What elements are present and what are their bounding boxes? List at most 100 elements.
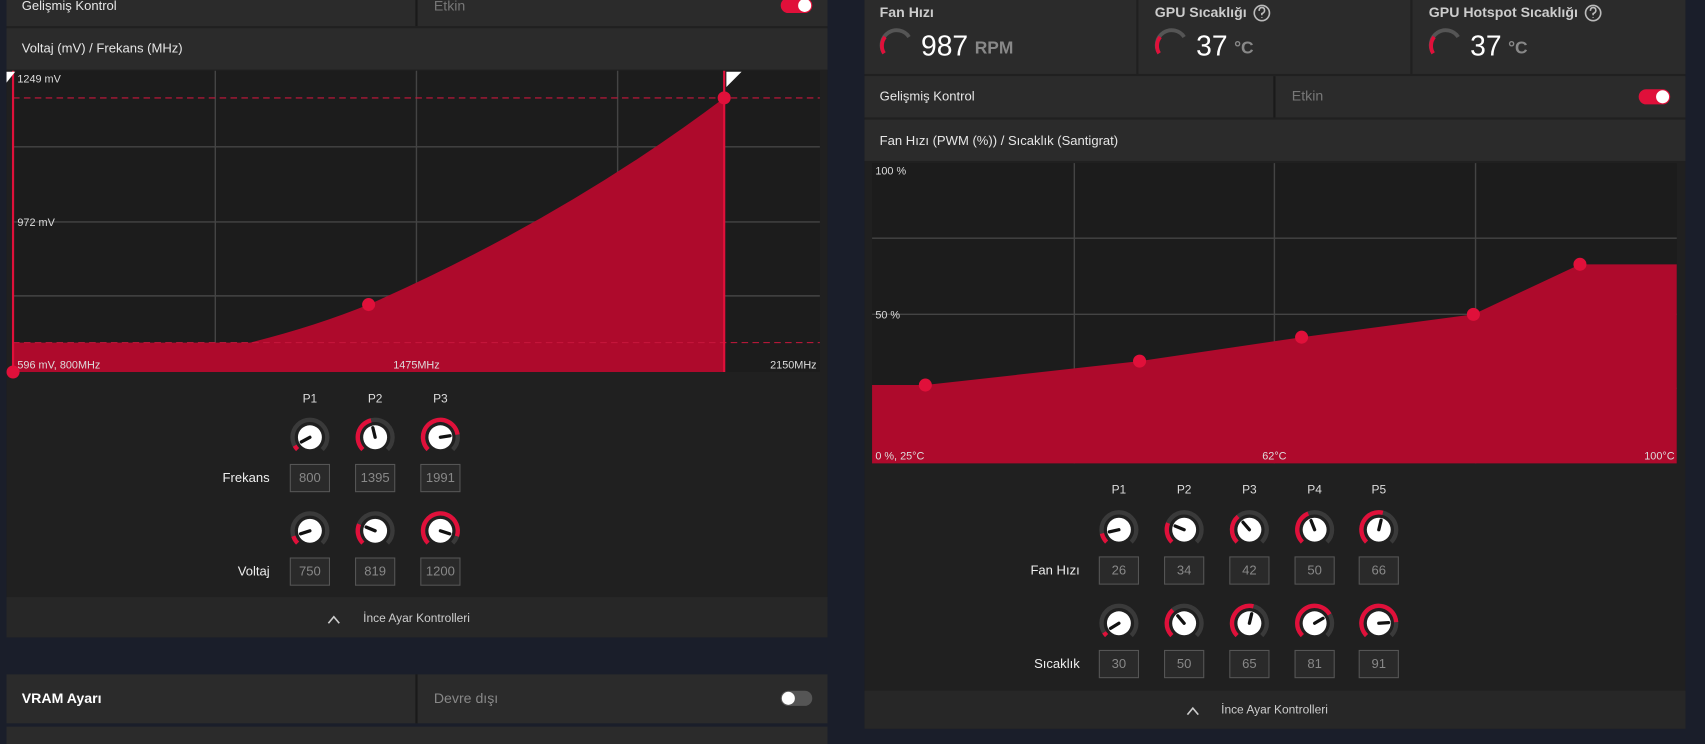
curve-point[interactable] [1573,257,1587,271]
knob-arc [291,535,300,545]
footer-text: İnce Ayar Kontrolleri [1221,702,1328,716]
knob-arc [420,417,460,452]
point-label: P1 [303,391,318,405]
knob-pointer [1313,616,1325,625]
knob-arc [355,418,372,452]
knob-arc [1102,631,1109,638]
value-box[interactable] [1358,649,1399,679]
help-icon[interactable] [1584,4,1602,22]
label: Devre dışı [434,690,498,706]
stat-unit: °C [1234,38,1254,58]
value-box[interactable] [1098,556,1140,585]
knob-pointer [438,434,452,439]
value-input: 1395 [361,470,390,485]
curve-point[interactable] [1295,330,1309,344]
value-box[interactable] [1098,649,1140,679]
knob-pointer [364,525,377,533]
value-box[interactable] [289,557,331,586]
value-box[interactable] [1164,649,1205,679]
chevron-icon [1186,706,1199,716]
footer[interactable] [864,690,1686,729]
value-box[interactable] [1358,556,1399,585]
chevron-icon [327,615,340,624]
value-input: 26 [1112,563,1127,578]
value-box[interactable] [1294,556,1335,585]
stat-value: 987 [921,29,968,61]
point-label: P4 [1307,483,1322,497]
label: Gelişmiş Kontrol [880,88,975,103]
knob-arc [1164,608,1175,638]
knob-pointer [1247,612,1254,625]
knob-track [1099,603,1139,638]
value-box[interactable] [355,463,396,493]
toggle-knob [1656,90,1670,104]
knob-arc [1229,514,1240,544]
next-row [6,726,828,744]
value-input: 50 [1177,656,1192,671]
value-box[interactable] [289,463,331,493]
value-input: 34 [1177,563,1192,578]
value-input: 1200 [426,564,455,579]
label: Fan Hızı [880,4,934,20]
knob-pointer [1309,518,1317,532]
label: Etkin [434,0,465,13]
knob-pointer [1176,614,1186,625]
value-box[interactable] [1229,556,1270,585]
value-input: 750 [299,564,321,579]
point-label: P5 [1371,483,1386,497]
value-box[interactable] [420,463,461,493]
row-label: Fan Hızı [1030,563,1079,578]
knob-arc [420,511,460,545]
knob-arc [292,444,300,452]
point-label: P2 [368,391,383,405]
footer[interactable] [6,597,828,638]
value-box[interactable] [420,557,461,586]
label: GPU Hotspot Sıcaklığı [1429,4,1578,20]
value-box[interactable] [355,557,396,586]
chart-title: Fan Hızı (PWM (%)) / Sıcaklık (Santigrat… [880,133,1118,148]
row-label: Voltaj [238,564,270,579]
axis-label: 100 % [875,166,906,178]
chart-title-row [6,28,828,70]
value-input: 66 [1372,563,1387,578]
toggle-knob [781,691,795,705]
curve-point[interactable] [1466,307,1480,321]
value-box[interactable] [1294,649,1335,679]
value-box[interactable] [1164,556,1205,585]
knob-arc [1229,603,1254,638]
knob-arc [1295,603,1332,638]
help-icon[interactable] [1253,4,1271,22]
curve-point[interactable] [1133,354,1147,368]
curve-point[interactable] [717,91,731,105]
value-input: 819 [364,564,386,579]
knob-pointer [1377,518,1383,532]
footer-text: İnce Ayar Kontrolleri [363,611,470,625]
curve-point[interactable] [6,365,20,379]
handle[interactable] [6,71,16,83]
label: GPU Sıcaklığı [1155,4,1247,20]
axis-label: 0 %, 25°C [875,451,924,463]
gauge-icon [1429,35,1436,55]
axis-label: 972 mV [17,217,55,229]
value-box[interactable] [1229,649,1270,679]
value-input: 81 [1307,656,1322,671]
help-icon [1258,6,1266,18]
row-label: Sıcaklık [1034,656,1080,671]
value-input: 30 [1112,656,1127,671]
curve-point[interactable] [918,378,932,392]
knob-pointer [371,426,377,439]
knob-pointer [1107,528,1121,534]
knob-arc [1359,510,1384,544]
axis-label: 2150MHz [770,359,816,371]
value-input: 42 [1242,563,1257,578]
curve-point[interactable] [362,298,376,312]
toggle-knob [798,0,812,12]
knob-pointer [298,529,312,536]
knob-pointer [1108,621,1121,631]
chart-title-row [864,119,1686,161]
stat-value: 37 [1196,29,1227,61]
axis-label: 100°C [1644,451,1674,463]
knob-pointer [299,435,312,444]
knob-pointer [1241,520,1252,532]
